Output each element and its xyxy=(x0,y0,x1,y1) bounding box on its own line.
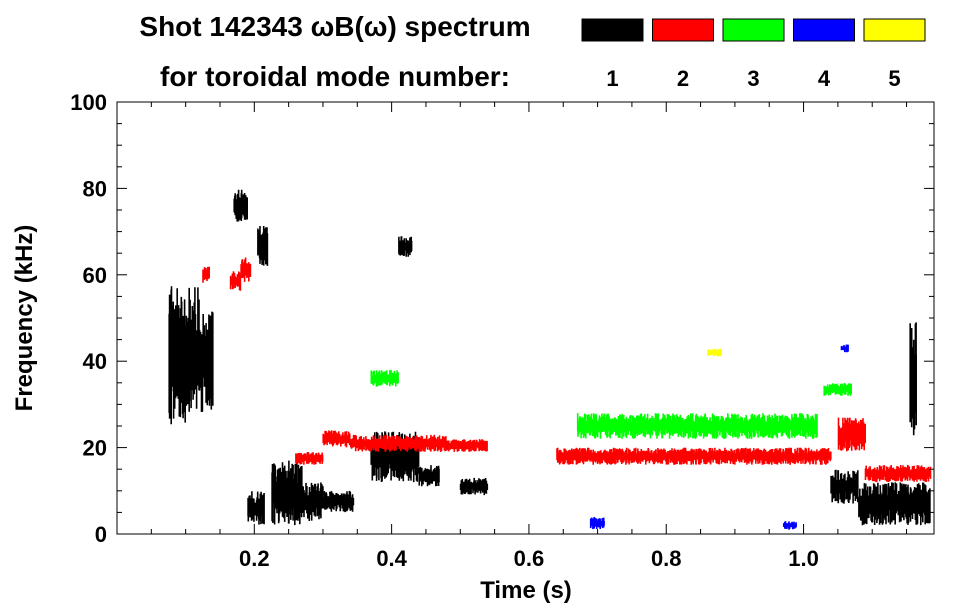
legend-swatch-1 xyxy=(581,18,644,42)
feature-mode-2-7 xyxy=(556,447,832,465)
feature-mode-1-14 xyxy=(909,322,917,436)
chart-subtitle: for toroidal mode number: xyxy=(160,61,510,92)
feature-mode-1-9 xyxy=(418,465,440,487)
feature-mode-2-4 xyxy=(322,430,351,448)
series-mode-4 xyxy=(589,344,849,530)
feature-mode-5-0 xyxy=(707,348,722,357)
series-mode-1 xyxy=(168,189,931,526)
legend-swatch-5 xyxy=(863,18,926,42)
feature-mode-1-13 xyxy=(858,482,931,526)
legend: 1 2 3 4 5 xyxy=(581,18,926,91)
x-tick-label-0.4: 0.4 xyxy=(376,546,407,571)
feature-mode-2-2 xyxy=(240,257,252,282)
legend-label-5: 5 xyxy=(888,66,900,91)
x-axis-label: Time (s) xyxy=(480,577,572,604)
feature-mode-4-2 xyxy=(782,521,797,530)
series-mode-2 xyxy=(202,257,932,483)
legend-swatch-4 xyxy=(793,18,855,42)
y-tick-label-20: 20 xyxy=(83,436,107,461)
feature-mode-1-7 xyxy=(322,490,355,513)
series-mode-3 xyxy=(370,369,852,439)
feature-mode-2-6 xyxy=(446,439,488,452)
axes: 0.2 0.4 0.6 0.8 1.0 0 20 40 60 80 100 xyxy=(70,90,934,571)
feature-mode-2-1 xyxy=(229,271,242,291)
feature-mode-2-8 xyxy=(837,417,866,452)
feature-mode-4-0 xyxy=(589,517,605,530)
feature-mode-1-10 xyxy=(459,477,489,496)
x-tick-label-0.6: 0.6 xyxy=(514,546,545,571)
feature-mode-3-1 xyxy=(576,413,818,439)
feature-mode-1-12 xyxy=(830,469,859,504)
legend-label-1: 1 xyxy=(606,66,618,91)
x-tick-label-0.2: 0.2 xyxy=(239,546,270,571)
feature-mode-1-8 xyxy=(370,431,420,483)
x-tick-label-1.0: 1.0 xyxy=(788,546,819,571)
feature-mode-1-2 xyxy=(233,189,248,222)
x-tick-label-0.8: 0.8 xyxy=(651,546,682,571)
y-axis-label: Frequency (kHz) xyxy=(11,225,38,412)
y-tick-label-80: 80 xyxy=(83,176,107,201)
legend-label-3: 3 xyxy=(747,66,759,91)
feature-mode-1-11 xyxy=(398,236,413,257)
plot-data xyxy=(168,189,932,530)
feature-mode-2-5 xyxy=(350,434,447,452)
feature-mode-1-5 xyxy=(271,460,303,526)
legend-swatch-2 xyxy=(652,18,714,42)
feature-mode-3-0 xyxy=(370,369,399,387)
legend-swatch-3 xyxy=(722,18,785,42)
feature-mode-1-3 xyxy=(247,491,265,525)
y-tick-label-40: 40 xyxy=(83,349,107,374)
y-tick-label-60: 60 xyxy=(83,263,107,288)
feature-mode-2-0 xyxy=(202,266,210,283)
feature-mode-1-0 xyxy=(168,286,200,425)
legend-label-2: 2 xyxy=(677,66,689,91)
feature-mode-2-3 xyxy=(295,452,324,465)
y-tick-label-0: 0 xyxy=(95,522,107,547)
plot-frame xyxy=(116,101,935,535)
feature-mode-1-6 xyxy=(301,482,324,521)
feature-mode-4-1 xyxy=(840,344,849,353)
feature-mode-3-2 xyxy=(823,382,852,396)
y-tick-label-100: 100 xyxy=(70,90,107,115)
feature-mode-2-9 xyxy=(864,464,932,483)
legend-label-4: 4 xyxy=(818,66,831,91)
feature-mode-1-4 xyxy=(257,226,269,266)
feature-mode-1-1 xyxy=(198,311,214,412)
chart-title: Shot 142343 ωB(ω) spectrum xyxy=(139,11,530,42)
series-mode-5 xyxy=(707,348,722,357)
